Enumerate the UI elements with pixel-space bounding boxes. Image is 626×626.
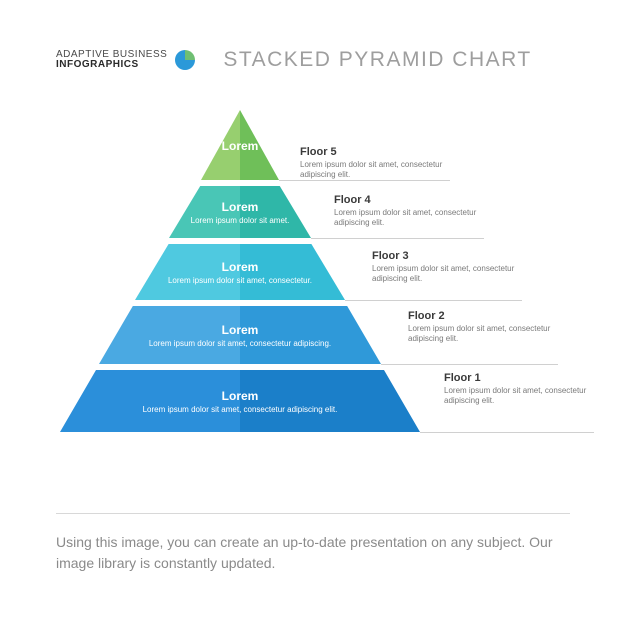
pyramid-layer-3: Lorem Lorem ipsum dolor sit amet, consect… (60, 244, 420, 300)
callout-title: Floor 5 (300, 146, 460, 158)
slice-label: Lorem (222, 323, 259, 337)
callout-title: Floor 4 (334, 194, 494, 206)
slice-label: Lorem (222, 200, 259, 214)
callout-floor-2: Floor 2 Lorem ipsum dolor sit amet, conse… (408, 310, 568, 345)
callout-floor-1: Floor 1 Lorem ipsum dolor sit amet, conse… (444, 372, 604, 407)
slice-label: Lorem (222, 260, 259, 274)
callout-title: Floor 1 (444, 372, 604, 384)
callout-title: Floor 3 (372, 250, 532, 262)
pyramid-slice-1: Lorem Lorem ipsum dolor sit amet, consect… (60, 370, 420, 432)
callout-floor-5: Floor 5 Lorem ipsum dolor sit amet, conse… (300, 146, 460, 181)
slice-label: Lorem (222, 139, 259, 153)
pyramid-slice-2: Lorem Lorem ipsum dolor sit amet, consect… (99, 306, 381, 364)
callout-desc: Lorem ipsum dolor sit amet, consectetur … (334, 208, 494, 229)
slice-label: Lorem (222, 389, 259, 403)
chart-title: STACKED PYRAMID CHART (223, 48, 531, 72)
callout-title: Floor 2 (408, 310, 568, 322)
pyramid-chart: Lorem Floor 5 Lorem ipsum dolor sit amet, … (0, 110, 626, 490)
pyramid-slice-3: Lorem Lorem ipsum dolor sit amet, consect… (135, 244, 345, 300)
callout-desc: Lorem ipsum dolor sit amet, consectetur … (444, 386, 604, 407)
slice-desc: Lorem ipsum dolor sit amet. (191, 216, 290, 226)
brand: ADAPTIVE BUSINESS INFOGRAPHICS (56, 50, 195, 71)
guide-line (279, 180, 450, 181)
brand-line2: INFOGRAPHICS (56, 60, 167, 71)
callout-desc: Lorem ipsum dolor sit amet, consectetur … (300, 160, 460, 181)
footer-text: Using this image, you can create an up-t… (56, 513, 570, 574)
slice-desc: Lorem ipsum dolor sit amet, consectetur … (143, 405, 338, 415)
header: ADAPTIVE BUSINESS INFOGRAPHICS STACKED P… (56, 48, 570, 72)
pyramid-layer-2: Lorem Lorem ipsum dolor sit amet, consect… (60, 306, 420, 364)
pie-logo-icon (175, 50, 195, 70)
callout-desc: Lorem ipsum dolor sit amet, consectetur … (408, 324, 568, 345)
slice-desc: Lorem ipsum dolor sit amet, consectetur. (168, 276, 312, 286)
callout-floor-3: Floor 3 Lorem ipsum dolor sit amet, conse… (372, 250, 532, 285)
pyramid-layer-1: Lorem Lorem ipsum dolor sit amet, consect… (60, 370, 420, 432)
guide-line (381, 364, 558, 365)
pyramid-slice-4: Lorem Lorem ipsum dolor sit amet. (169, 186, 311, 238)
pyramid-slice-5: Lorem (201, 110, 279, 180)
slice-desc: Lorem ipsum dolor sit amet, consectetur … (149, 339, 331, 349)
callout-desc: Lorem ipsum dolor sit amet, consectetur … (372, 264, 532, 285)
guide-line (420, 432, 594, 433)
callout-floor-4: Floor 4 Lorem ipsum dolor sit amet, conse… (334, 194, 494, 229)
brand-text: ADAPTIVE BUSINESS INFOGRAPHICS (56, 50, 167, 71)
guide-line (311, 238, 484, 239)
guide-line (345, 300, 522, 301)
